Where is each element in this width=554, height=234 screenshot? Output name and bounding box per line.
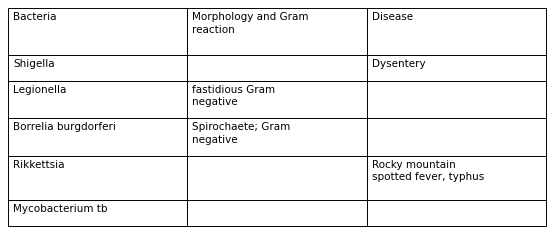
Text: Legionella: Legionella [13,85,66,95]
Bar [8,8,187,55]
Bar [367,55,546,81]
Text: Rikkettsia: Rikkettsia [13,160,64,170]
Bar [8,81,187,118]
Text: Bacteria: Bacteria [13,12,57,22]
Text: Rocky mountain
spotted fever, typhus: Rocky mountain spotted fever, typhus [372,160,484,183]
Bar [367,156,546,200]
Bar [187,156,367,200]
Bar [187,55,367,81]
Bar [187,118,367,156]
Bar [8,200,187,226]
Text: Shigella: Shigella [13,59,55,69]
Text: Disease: Disease [372,12,413,22]
Bar [367,81,546,118]
Bar [367,8,546,55]
Text: fastidious Gram
negative: fastidious Gram negative [192,85,275,107]
Text: Borrelia burgdorferi: Borrelia burgdorferi [13,122,116,132]
Bar [187,200,367,226]
Bar [8,156,187,200]
Text: Morphology and Gram
reaction: Morphology and Gram reaction [192,12,309,35]
Text: Spirochaete; Gram
negative: Spirochaete; Gram negative [192,122,290,145]
Bar [367,200,546,226]
Bar [187,81,367,118]
Text: Mycobacterium tb: Mycobacterium tb [13,204,107,214]
Bar [8,55,187,81]
Bar [187,8,367,55]
Text: Dysentery: Dysentery [372,59,425,69]
Bar [8,118,187,156]
Bar [367,118,546,156]
